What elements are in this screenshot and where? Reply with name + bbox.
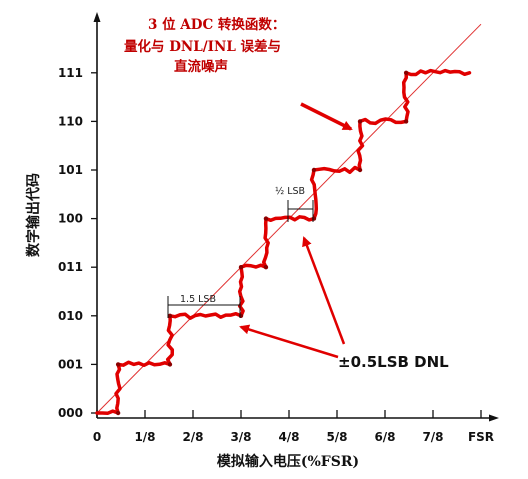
y-tick-label: 011 [58, 260, 83, 274]
transition-point [357, 119, 363, 124]
x-tick-label: FSR [468, 430, 494, 444]
annotation-1-5-lsb: 1.5 LSB [167, 294, 241, 318]
y-tick-label: 001 [58, 357, 83, 371]
transition-point [311, 167, 317, 173]
arrow-to-1-5-lsb-step [239, 324, 339, 359]
chart-title-line-3: 直流噪声 [174, 58, 228, 75]
y-tick-label: 100 [58, 212, 83, 226]
y-axis-label: 数字输出代码 [25, 173, 42, 257]
x-tick-label: 3/8 [230, 430, 251, 444]
y-axis-arrowhead [93, 12, 101, 22]
dnl-label: ±0.5LSB DNL [338, 353, 449, 371]
arrow-to-half-lsb-step [302, 236, 346, 345]
transition-point [167, 313, 173, 318]
transition-point [238, 313, 244, 318]
y-tick-label: 101 [58, 163, 83, 177]
x-axis-arrowhead [489, 414, 499, 422]
transition-point [167, 362, 173, 367]
y-ticks: 000 001 010 011 100 101 110 111 [58, 66, 97, 420]
x-tick-label: 1/8 [134, 430, 155, 444]
annotation-half-lsb: ½ LSB [275, 186, 314, 222]
chart-title-line-2: 量化与 DNL/INL 误差与 [124, 38, 281, 55]
half-lsb-label: ½ LSB [275, 186, 305, 197]
transition-point [263, 216, 269, 221]
transition-point [238, 265, 244, 270]
step-1-5-lsb-label: 1.5 LSB [180, 294, 216, 305]
x-tick-label: 2/8 [182, 430, 203, 444]
x-ticks: 0 1/8 2/8 3/8 4/8 5/8 6/8 7/8 FSR [93, 410, 494, 444]
transition-point [115, 362, 121, 367]
transition-point [403, 119, 409, 124]
y-tick-label: 000 [58, 406, 83, 420]
x-axis-label: 模拟输入电压(%FSR) [217, 453, 359, 470]
annotation-arrows [239, 102, 353, 359]
y-tick-label: 110 [58, 114, 83, 128]
y-tick-label: 010 [58, 309, 83, 323]
transition-point [263, 265, 269, 270]
transition-point [357, 167, 363, 173]
chart-title-line-1: 3 位 ADC 转换函数： [148, 16, 285, 33]
transition-point [311, 216, 317, 221]
arrow-to-110-step [300, 102, 353, 131]
x-tick-label: 5/8 [326, 430, 347, 444]
transition-point [403, 70, 409, 76]
x-tick-label: 7/8 [422, 430, 443, 444]
x-tick-label: 6/8 [374, 430, 395, 444]
x-tick-label: 0 [93, 430, 101, 444]
transition-point [115, 410, 121, 416]
x-tick-label: 4/8 [278, 430, 299, 444]
y-tick-label: 111 [58, 66, 83, 80]
